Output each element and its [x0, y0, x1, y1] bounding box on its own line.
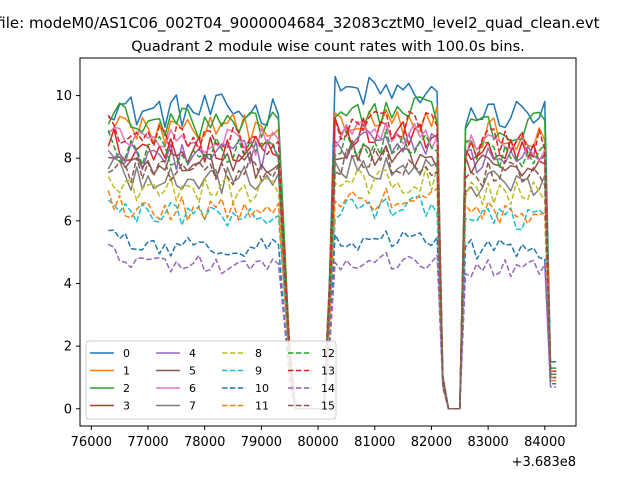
x-tick-label: 82000: [411, 435, 452, 450]
y-axis: 0 2 4 6 8 10: [55, 89, 80, 417]
legend-label: 9: [255, 365, 262, 378]
legend-label: 15: [321, 400, 335, 413]
legend-label: 10: [255, 382, 269, 395]
x-axis-offset-label: +3.683e8: [512, 455, 576, 470]
x-tick-label: 81000: [354, 435, 395, 450]
legend-label: 2: [123, 382, 130, 395]
chart-suptitle: n file: modeM0/AS1C06_002T04_9000004684_…: [0, 14, 600, 33]
y-tick-label: 2: [64, 340, 72, 355]
legend-label: 7: [189, 400, 196, 413]
legend-label: 8: [255, 347, 262, 360]
y-tick-label: 6: [64, 214, 72, 229]
x-tick-label: 83000: [467, 435, 508, 450]
x-tick-label: 84000: [524, 435, 565, 450]
series-line-15: [107, 146, 557, 410]
series-line-14: [107, 243, 557, 410]
x-tick-label: 80000: [297, 435, 338, 450]
axes-frame: [79, 57, 577, 427]
plot-lines: [107, 75, 557, 410]
series-line-11: [107, 187, 557, 410]
legend-label: 11: [255, 400, 269, 413]
legend-label: 3: [123, 400, 130, 413]
x-tick-label: 78000: [184, 435, 225, 450]
legend-label: 1: [123, 365, 130, 378]
legend-label: 12: [321, 347, 335, 360]
x-tick-label: 76000: [71, 435, 112, 450]
y-tick-label: 4: [64, 277, 72, 292]
legend-label: 14: [321, 382, 335, 395]
legend-label: 5: [189, 365, 196, 378]
x-axis: 76000 77000 78000 79000 80000 81000 82000 83000…: [71, 426, 566, 450]
y-tick-label: 0: [64, 402, 72, 417]
legend-box: [85, 340, 337, 420]
legend-label: 4: [189, 347, 196, 360]
x-tick-label: 79000: [241, 435, 282, 450]
series-line-12: [107, 128, 557, 410]
series-line-13: [107, 110, 557, 410]
y-tick-label: 10: [55, 89, 72, 104]
legend-label: 6: [189, 382, 196, 395]
y-tick-label: 8: [64, 152, 72, 167]
legend-label: 13: [321, 365, 335, 378]
chart-title: Quadrant 2 module wise count rates with …: [131, 39, 525, 55]
x-tick-label: 77000: [127, 435, 168, 450]
series-line-10: [108, 229, 557, 410]
legend-label: 0: [123, 347, 130, 360]
